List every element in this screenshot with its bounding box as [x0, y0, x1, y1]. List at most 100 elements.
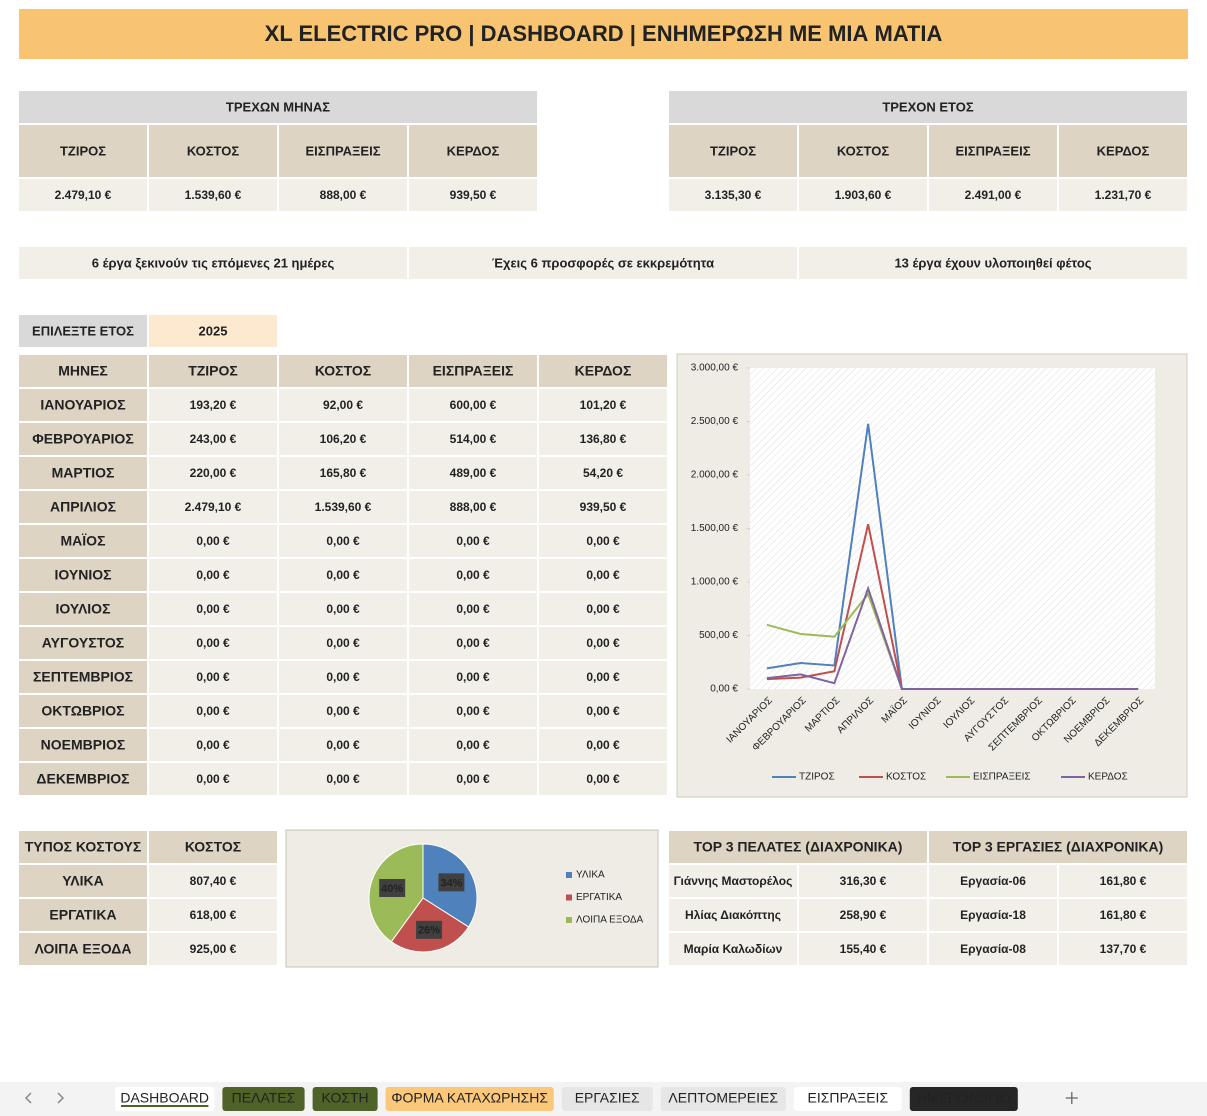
- cell: [537, 455, 669, 491]
- kpi-value: 1.231,70 €: [1095, 188, 1152, 202]
- cell: [147, 557, 279, 593]
- nav-next[interactable]: [57, 1092, 65, 1104]
- table-value: 0,00 €: [586, 568, 620, 582]
- table-value: 101,20 €: [580, 398, 627, 412]
- sheet-tab[interactable]: [385, 1087, 554, 1111]
- table-value: 0,00 €: [326, 534, 360, 548]
- table-value: 0,00 €: [196, 602, 230, 616]
- table-value: Εργασία-06: [960, 874, 1026, 888]
- kpi-header: ΚΕΡΔΟΣ: [447, 143, 500, 158]
- cell: [147, 931, 279, 967]
- cell: [407, 489, 539, 525]
- table-header: ΤΖΙΡΟΣ: [188, 363, 238, 379]
- table-value: 807,40 €: [190, 874, 237, 888]
- sheet-tab[interactable]: [312, 1087, 378, 1111]
- title-banner: [17, 7, 1190, 61]
- table-header: ΚΕΡΔΟΣ: [575, 363, 632, 379]
- month-name: ΜΑΪΟΣ: [61, 533, 106, 549]
- sheet-tab[interactable]: [793, 1087, 902, 1111]
- table-value: 54,20 €: [583, 466, 623, 480]
- table-value: Μαρία Καλωδίων: [684, 942, 783, 956]
- cost-type: ΕΡΓΑΤΙΚΑ: [49, 907, 116, 923]
- cell: [17, 523, 149, 559]
- cell: [927, 177, 1059, 213]
- kpi-header: ΚΟΣΤΟΣ: [837, 143, 890, 158]
- sheet-tab-label[interactable]: ΗΜΕΡΟΛΟΓΙΟ: [917, 1090, 1011, 1106]
- y-tick-label: 0,00 €: [710, 684, 738, 695]
- cell: [797, 931, 929, 967]
- table-value: 939,50 €: [580, 500, 627, 514]
- cell: [797, 123, 929, 179]
- legend-label: ΛΟΙΠΑ ΕΞΟΔΑ: [576, 915, 644, 926]
- cell: [147, 353, 279, 389]
- sheet-tab[interactable]: [222, 1087, 305, 1111]
- legend-label: ΕΙΣΠΡΑΞΕΙΣ: [973, 772, 1031, 783]
- month-name: ΣΕΠΤΕΜΒΡΙΟΣ: [33, 669, 133, 685]
- month-name: ΦΕΒΡΟΥΑΡΙΟΣ: [32, 431, 133, 447]
- kpi-header: ΚΕΡΔΟΣ: [1097, 143, 1150, 158]
- kpi-value: 2.479,10 €: [55, 188, 112, 202]
- sheet-tab-label[interactable]: DASHBOARD: [120, 1090, 209, 1106]
- legend-swatch: [566, 894, 572, 901]
- cell: [277, 659, 409, 695]
- table-value: 0,00 €: [456, 772, 490, 786]
- sheet-tab[interactable]: [909, 1087, 1018, 1111]
- cell: [407, 177, 539, 213]
- cell: [537, 523, 669, 559]
- cell: [147, 455, 279, 491]
- cell: [17, 387, 149, 423]
- table-value: 0,00 €: [326, 704, 360, 718]
- table-value: 0,00 €: [196, 704, 230, 718]
- cell: [537, 489, 669, 525]
- month-name: ΙΟΥΝΙΟΣ: [54, 567, 111, 583]
- cell: [17, 489, 149, 525]
- sheet-tab[interactable]: [660, 1087, 786, 1111]
- cell: [407, 557, 539, 593]
- table-value: 258,90 €: [840, 908, 887, 922]
- cell: [147, 693, 279, 729]
- table-value: 0,00 €: [326, 772, 360, 786]
- table-value: 0,00 €: [196, 772, 230, 786]
- table-value: 193,20 €: [190, 398, 237, 412]
- month-name: ΙΟΥΛΙΟΣ: [56, 601, 111, 617]
- cell: [667, 931, 799, 967]
- add-sheet[interactable]: [1065, 1092, 1078, 1104]
- cell: [17, 727, 149, 763]
- table-value: 0,00 €: [586, 772, 620, 786]
- data-label-box: [379, 878, 406, 897]
- table-value: 0,00 €: [456, 636, 490, 650]
- sheet-tab-label[interactable]: ΛΕΠΤΟΜΕΡΕΙΕΣ: [668, 1090, 778, 1106]
- table-value: 0,00 €: [586, 602, 620, 616]
- plot-area: [750, 368, 1155, 689]
- cell: [537, 761, 669, 797]
- table-value: 0,00 €: [456, 704, 490, 718]
- cell: [667, 123, 799, 179]
- legend-label: ΚΟΣΤΟΣ: [886, 772, 926, 783]
- year-label: ΕΠΙΛΕΞΤΕ ΕΤΟΣ: [32, 323, 134, 338]
- table-value: Γιάννης Μαστορέλος: [674, 874, 793, 888]
- cell: [17, 761, 149, 797]
- sheet-tab-label[interactable]: ΕΡΓΑΣΙΕΣ: [575, 1090, 640, 1106]
- note: 6 έργα ξεκινούν τις επόμενες 21 ημέρες: [92, 255, 335, 270]
- table-value: 1.539,60 €: [315, 500, 372, 514]
- sheet-tab-label[interactable]: ΦΟΡΜΑ ΚΑΤΑΧΩΡΗΣΗΣ: [391, 1090, 548, 1106]
- kpi-value: 888,00 €: [320, 188, 367, 202]
- table-header: ΤΥΠΟΣ ΚΟΣΤΟΥΣ: [25, 839, 141, 855]
- month-name: ΜΑΡΤΙΟΣ: [52, 465, 115, 481]
- sheet-tab-label[interactable]: ΚΟΣΤΗ: [322, 1090, 369, 1106]
- kpi-title: ΤΡΕΧΟΝ ΕΤΟΣ: [882, 99, 974, 114]
- month-name: ΟΚΤΩΒΡΙΟΣ: [41, 703, 124, 719]
- month-name: ΔΕΚΕΜΒΡΙΟΣ: [36, 771, 129, 787]
- nav-prev[interactable]: [24, 1092, 32, 1104]
- sheet-tab-label[interactable]: ΠΕΛΑΤΕΣ: [232, 1090, 296, 1106]
- sheet-tab-label[interactable]: ΕΙΣΠΡΑΞΕΙΣ: [807, 1090, 888, 1106]
- table-value: 161,80 €: [1100, 908, 1147, 922]
- table-value: 0,00 €: [326, 670, 360, 684]
- sheet-tab[interactable]: [561, 1087, 653, 1111]
- kpi-value: 939,50 €: [450, 188, 497, 202]
- month-name: ΙΑΝΟΥΑΡΙΟΣ: [40, 397, 125, 413]
- y-tick-label: 3.000,00 €: [691, 363, 739, 374]
- year-value: 2025: [199, 323, 228, 338]
- table-value: 106,20 €: [320, 432, 367, 446]
- month-name: ΝΟΕΜΒΡΙΟΣ: [41, 737, 126, 753]
